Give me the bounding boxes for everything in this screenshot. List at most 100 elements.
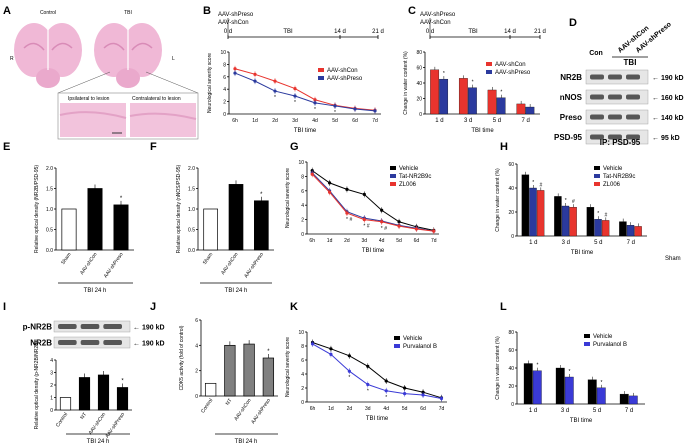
bar	[626, 225, 635, 237]
y-tick-label: 2	[195, 369, 198, 375]
data-point	[293, 94, 297, 98]
data-point	[380, 220, 384, 224]
legend-label: Vehicle	[593, 334, 613, 340]
y-tick-label: 0	[419, 112, 422, 118]
bar	[564, 376, 574, 405]
data-point	[310, 342, 315, 346]
y-tick-label: 60	[416, 66, 422, 72]
y-tick-label: 60	[508, 348, 514, 354]
x-axis-label: TBI time	[570, 418, 593, 424]
panel-letter-e: E	[3, 141, 10, 153]
bar	[496, 97, 506, 115]
blot-row-label: Preso	[560, 113, 582, 122]
y-tick-label: 20	[508, 210, 514, 216]
y-tick-label: 10	[298, 160, 304, 166]
blot-band	[58, 340, 77, 345]
x-axis-label: TBI time	[571, 250, 594, 256]
y-tick-label: 0	[301, 232, 304, 238]
blot-kd-label: ← 190 kD	[652, 75, 684, 82]
x-tick-label: Control	[55, 412, 69, 429]
y-tick-label: 0.5	[46, 228, 53, 234]
data-point	[414, 227, 419, 231]
significance-mark: #	[604, 212, 607, 218]
bar	[487, 89, 497, 115]
data-point	[373, 109, 377, 113]
significance-mark: *	[381, 226, 383, 232]
contralateral-zoom-image	[130, 103, 196, 137]
timeline-b-14d: 14 d	[334, 29, 346, 35]
y-tick-label: 2.0	[46, 166, 53, 172]
y-tick-label: 1.5	[46, 187, 53, 193]
y-tick-label: 0	[301, 400, 304, 406]
significance-mark: *	[294, 100, 296, 106]
x-tick-label: 3 d	[561, 408, 569, 414]
data-point	[329, 347, 333, 351]
significance-mark: *	[274, 95, 276, 101]
significance-mark: #	[539, 182, 542, 188]
data-point	[403, 392, 407, 396]
timeline-c-shpreso: AAV-shPreso	[420, 12, 456, 18]
x-tick-label: AAV-shPreso	[103, 252, 125, 280]
x-tick-label: 5d	[332, 118, 338, 124]
bar	[523, 363, 533, 405]
x-tick-label: 1d	[252, 118, 258, 124]
blot-band	[590, 94, 604, 100]
significance-mark: *	[121, 379, 124, 385]
brain-label-r: R	[10, 56, 14, 62]
bar	[601, 220, 610, 237]
bar	[594, 219, 602, 237]
significance-mark: *	[537, 363, 539, 369]
y-tick-label: 2	[223, 100, 226, 106]
chart-c-water-content: 0 20 40 60 80 Change in water content (%) * 1 d…	[403, 50, 540, 134]
panel-letter-h: H	[500, 141, 508, 153]
legend-swatch	[584, 334, 590, 338]
x-tick-label: AAV-shCon	[79, 252, 99, 276]
series-line	[311, 170, 434, 231]
y-tick-label: 3	[50, 371, 53, 377]
y-tick-label: 2	[50, 383, 53, 389]
legend-swatch	[486, 70, 492, 74]
timeline-b: AAV-shPreso AAV-shCon 0 d TBI 14 d 21 d	[218, 12, 384, 39]
y-tick-label: 80	[508, 330, 514, 336]
x-tick-label: 1 d	[529, 240, 537, 246]
data-point	[397, 220, 401, 224]
panel-a-histology: Control TBI R L Ipsilateral to lesion Co…	[10, 10, 199, 140]
x-axis-label: TBI time	[362, 248, 385, 254]
x-axis-label: TBI time	[294, 128, 317, 134]
significance-mark: #	[350, 217, 353, 223]
chart-j-cdk5-activity: 0 2 4 6 CDK5 activity (fold of control) Contr…	[179, 318, 278, 425]
panel-letter-d: D	[569, 17, 577, 29]
bar	[628, 395, 638, 405]
y-tick-label: 4	[301, 372, 304, 378]
data-point	[327, 190, 332, 194]
blot-band	[608, 134, 622, 140]
bar	[458, 78, 468, 115]
x-tick-label: 4d	[312, 118, 318, 124]
x-tick-label: 3d	[365, 406, 371, 412]
legend-label: Vehicle	[399, 166, 419, 172]
chart-e-nr2b-density: 0.0 0.5 1.0 1.5 2.0 Relative optical density …	[34, 165, 134, 280]
blot-band	[608, 94, 622, 100]
significance-mark: *	[267, 349, 270, 355]
x-tick-label: 6d	[420, 406, 426, 412]
x-tick-label: 1d	[327, 238, 333, 244]
significance-mark: *	[346, 217, 348, 223]
y-axis-label: Change in water content (%)	[403, 51, 409, 115]
significance-mark: *	[472, 80, 474, 86]
blot-band	[103, 324, 122, 329]
ip-label: IP: PSD-95	[600, 138, 641, 147]
legend-swatch	[390, 182, 396, 186]
data-point	[273, 89, 277, 93]
bar	[525, 106, 535, 115]
y-axis-label: Neurological severity score	[285, 337, 291, 397]
blot-band	[608, 74, 622, 80]
y-tick-label: 1.0	[188, 207, 195, 213]
blot-kd-label: ← 95 kD	[652, 135, 680, 142]
x-tick-label: 5d	[396, 238, 402, 244]
y-tick-label: 20	[508, 384, 514, 390]
lane-label-con: Con	[589, 50, 603, 57]
legend-swatch	[390, 166, 396, 170]
legend-label: AAV-shPreso	[495, 70, 531, 76]
bar	[262, 357, 275, 397]
series-line	[312, 342, 442, 399]
